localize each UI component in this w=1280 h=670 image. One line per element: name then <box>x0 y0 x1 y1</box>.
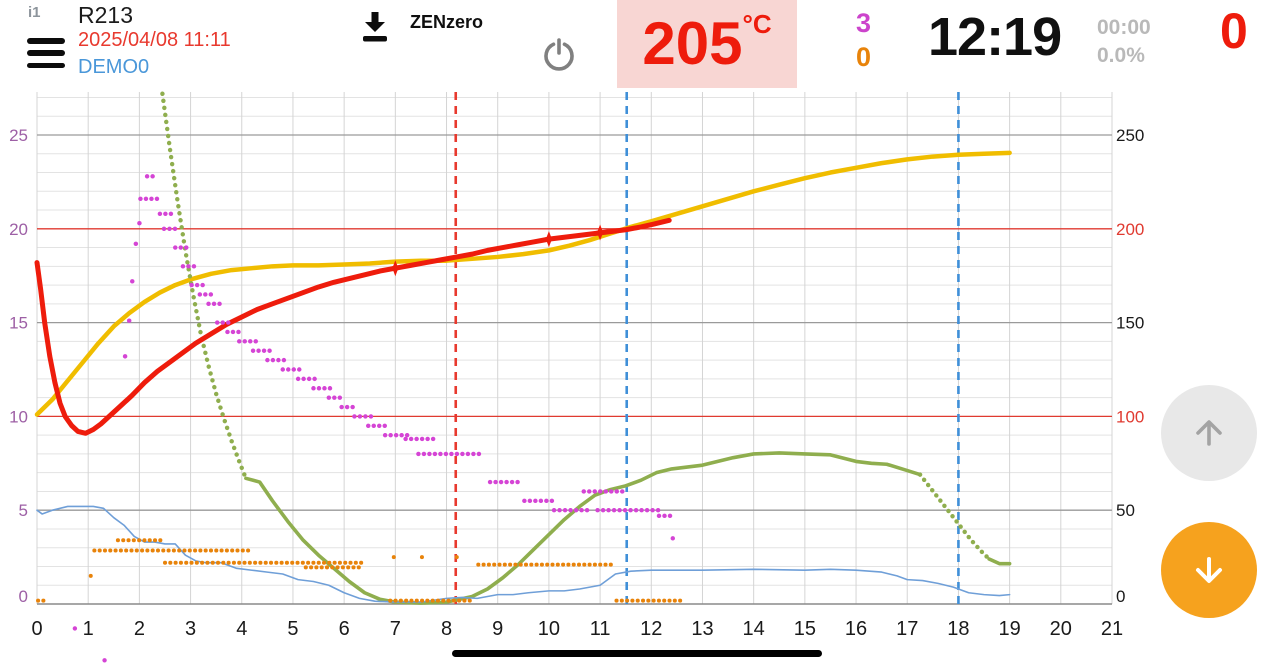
menu-bar <box>27 62 65 68</box>
svg-text:100: 100 <box>1116 407 1144 426</box>
svg-text:10: 10 <box>538 618 560 640</box>
svg-text:15: 15 <box>9 314 28 333</box>
svg-text:20: 20 <box>1050 618 1072 640</box>
svg-text:4: 4 <box>236 618 247 640</box>
power-icon <box>544 38 574 71</box>
svg-text:19: 19 <box>998 618 1020 640</box>
svg-text:18: 18 <box>947 618 969 640</box>
counter-red: 0 <box>1220 3 1248 59</box>
svg-text:25: 25 <box>9 126 28 145</box>
svg-text:13: 13 <box>691 618 713 640</box>
svg-text:3: 3 <box>185 618 196 640</box>
temperature-value: 205 <box>642 10 743 77</box>
svg-text:12: 12 <box>640 618 662 640</box>
temperature-display[interactable]: 205 °C <box>617 0 797 88</box>
svg-text:0: 0 <box>31 618 42 640</box>
svg-text:16: 16 <box>845 618 867 640</box>
svg-text:9: 9 <box>492 618 503 640</box>
device-id-label: i1 <box>28 4 41 21</box>
svg-text:0: 0 <box>1116 587 1125 606</box>
svg-text:7: 7 <box>390 618 401 640</box>
sub-timer: 00:00 <box>1097 16 1151 39</box>
svg-text:5: 5 <box>19 501 28 520</box>
download-icon <box>363 12 387 42</box>
scroll-down-button[interactable] <box>1161 522 1257 618</box>
roast-chart: 0 1 2 3 4 5 6 7 8 9 10 11 12 13 14 15 16 17 18 19 20 21051015… <box>9 91 1144 663</box>
bottom-scrollbar[interactable] <box>452 650 822 657</box>
svg-text:10: 10 <box>9 407 28 426</box>
counter-orange: 0 <box>856 42 872 72</box>
elapsed-clock: 12:19 <box>928 7 1062 67</box>
download-button[interactable] <box>356 10 394 47</box>
svg-text:200: 200 <box>1116 220 1144 239</box>
svg-text:8: 8 <box>441 618 452 640</box>
up-arrow-icon <box>1196 420 1222 446</box>
counter-magenta: 3 <box>856 8 872 38</box>
svg-text:11: 11 <box>590 618 611 640</box>
roast-datetime: 2025/04/08 11:11 <box>78 29 231 51</box>
sub-percent: 0.0% <box>1097 44 1145 67</box>
svg-text:5: 5 <box>287 618 298 640</box>
temperature-unit: °C <box>742 9 772 39</box>
profile-name[interactable]: DEMO0 <box>78 56 150 78</box>
svg-text:150: 150 <box>1116 314 1144 333</box>
roast-title: R213 <box>78 2 133 28</box>
scroll-up-button[interactable] <box>1161 385 1257 481</box>
down-arrow-icon <box>1196 557 1222 583</box>
svg-text:6: 6 <box>339 618 350 640</box>
brand-label: ZENzero <box>410 12 484 32</box>
svg-text:14: 14 <box>743 618 765 640</box>
menu-bar <box>27 50 65 56</box>
svg-text:2: 2 <box>134 618 145 640</box>
svg-text:20: 20 <box>9 220 28 239</box>
svg-text:15: 15 <box>794 618 816 640</box>
menu-button[interactable] <box>27 38 65 68</box>
menu-bar <box>27 38 65 44</box>
svg-text:1: 1 <box>83 618 94 640</box>
svg-text:50: 50 <box>1116 501 1135 520</box>
svg-text:0: 0 <box>19 587 28 606</box>
power-button[interactable] <box>540 36 578 79</box>
svg-text:21: 21 <box>1101 618 1123 640</box>
svg-text:17: 17 <box>896 618 918 640</box>
svg-text:250: 250 <box>1116 126 1144 145</box>
